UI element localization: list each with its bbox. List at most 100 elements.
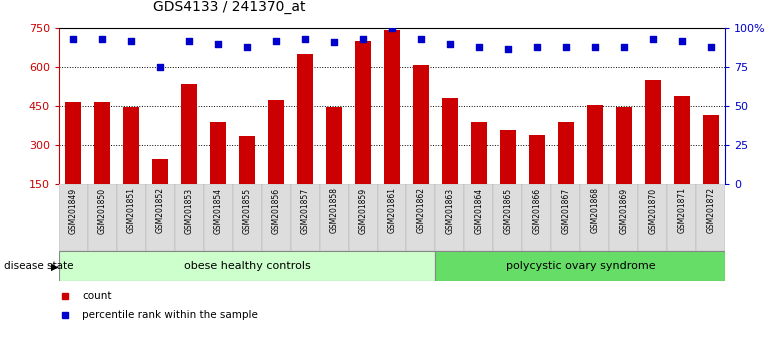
Bar (551, 184, 580, 251)
Point (67, 36, 79, 42)
Text: GSM201852: GSM201852 (156, 188, 165, 233)
Text: GSM201861: GSM201861 (387, 188, 397, 233)
Text: GSM201851: GSM201851 (127, 188, 136, 233)
Bar (673, 96, 690, 184)
Text: GSM201850: GSM201850 (98, 188, 107, 234)
Bar (529, 135, 545, 184)
Text: GSM201870: GSM201870 (648, 188, 657, 234)
Bar (471, 122, 487, 184)
Point (618, 44, 630, 50)
Bar (297, 54, 313, 184)
Point (415, 36, 427, 42)
Bar (320, 184, 349, 251)
Bar (413, 65, 429, 184)
Text: GSM201858: GSM201858 (329, 188, 339, 233)
Bar (702, 115, 719, 184)
Bar (464, 184, 493, 251)
Text: GSM201863: GSM201863 (445, 188, 455, 234)
Bar (580, 184, 609, 251)
Bar (268, 100, 284, 184)
Bar (638, 184, 667, 251)
Point (647, 36, 659, 42)
Bar (667, 184, 696, 251)
Point (560, 44, 572, 50)
Bar (204, 184, 233, 251)
Bar (210, 122, 226, 184)
Bar (609, 184, 638, 251)
Text: GSM201855: GSM201855 (242, 188, 252, 234)
Bar (644, 80, 661, 184)
Point (125, 38, 137, 44)
Text: GSM201865: GSM201865 (503, 188, 513, 234)
Bar (146, 184, 175, 251)
Bar (59, 251, 435, 281)
Point (241, 44, 253, 50)
Point (676, 38, 688, 44)
Bar (291, 184, 320, 251)
Text: GSM201867: GSM201867 (561, 188, 570, 234)
Point (212, 41, 224, 47)
Text: polycystic ovary syndrome: polycystic ovary syndrome (506, 261, 655, 272)
Point (154, 64, 166, 70)
Point (589, 44, 601, 50)
Text: GSM201853: GSM201853 (185, 188, 194, 234)
Text: disease state: disease state (4, 261, 74, 272)
Text: GSM201849: GSM201849 (69, 188, 78, 234)
Bar (442, 98, 458, 184)
Bar (587, 105, 603, 184)
Point (183, 38, 195, 44)
Text: GSM201869: GSM201869 (619, 188, 628, 234)
Text: ▶: ▶ (51, 261, 59, 272)
Text: GSM201871: GSM201871 (677, 188, 686, 233)
Bar (349, 184, 378, 251)
Bar (522, 184, 551, 251)
Point (386, 25, 398, 31)
Point (96, 36, 108, 42)
Text: GSM201859: GSM201859 (358, 188, 368, 234)
Bar (65, 102, 82, 184)
Bar (615, 108, 632, 184)
Point (299, 36, 311, 42)
Bar (262, 184, 291, 251)
Bar (435, 184, 464, 251)
Text: GSM201857: GSM201857 (300, 188, 310, 234)
Bar (435, 251, 725, 281)
Bar (117, 184, 146, 251)
Text: GSM201856: GSM201856 (271, 188, 281, 234)
Bar (384, 30, 400, 184)
Point (531, 44, 543, 50)
Point (705, 44, 717, 50)
Point (328, 40, 340, 45)
Text: GSM201866: GSM201866 (532, 188, 542, 234)
Text: percentile rank within the sample: percentile rank within the sample (82, 310, 258, 320)
Point (444, 41, 456, 47)
Bar (233, 184, 262, 251)
Text: obese healthy controls: obese healthy controls (183, 261, 310, 272)
Bar (378, 184, 406, 251)
Bar (59, 184, 88, 251)
Bar (406, 184, 435, 251)
Text: GSM201854: GSM201854 (214, 188, 223, 234)
Bar (696, 184, 725, 251)
Bar (123, 108, 140, 184)
Bar (152, 159, 169, 184)
Bar (94, 102, 111, 184)
Bar (355, 41, 371, 184)
Bar (175, 184, 204, 251)
Bar (493, 184, 522, 251)
Bar (239, 136, 255, 184)
Bar (88, 184, 117, 251)
Point (502, 46, 514, 51)
Point (357, 36, 369, 42)
Text: count: count (82, 291, 111, 301)
Text: GDS4133 / 241370_at: GDS4133 / 241370_at (153, 0, 306, 14)
Bar (500, 130, 516, 184)
Point (473, 44, 485, 50)
Text: GSM201864: GSM201864 (474, 188, 484, 234)
Text: GSM201868: GSM201868 (590, 188, 599, 233)
Bar (558, 122, 574, 184)
Text: GSM201862: GSM201862 (416, 188, 426, 233)
Point (270, 38, 282, 44)
Bar (181, 84, 197, 184)
Text: GSM201872: GSM201872 (706, 188, 715, 233)
